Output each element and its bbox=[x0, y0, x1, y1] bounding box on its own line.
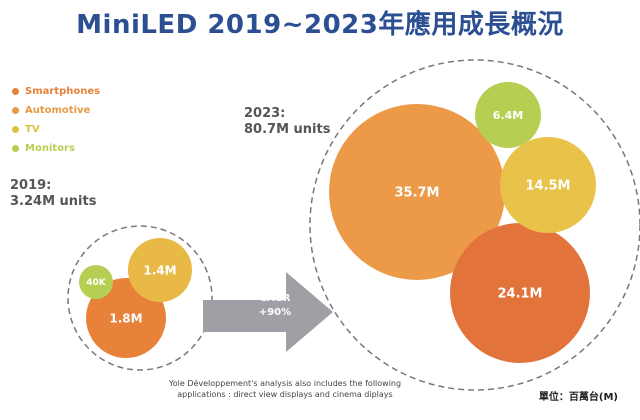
footnote-line2: applications : direct view displays and … bbox=[177, 390, 393, 399]
legend-dot-tv bbox=[12, 126, 19, 133]
legend-dot-smartphones bbox=[12, 88, 19, 95]
legend-label-automotive: Automotive bbox=[25, 105, 91, 116]
footnote-line1: Yole Développement's analysis also inclu… bbox=[168, 379, 402, 388]
bubble-label-2023-24-1m: 24.1M bbox=[497, 287, 542, 302]
group-year-2023: 2023: bbox=[244, 106, 286, 121]
legend-dot-automotive bbox=[12, 107, 19, 114]
bubble-label-2019-1-8m: 1.8M bbox=[109, 311, 142, 325]
bubble-2019-40k bbox=[79, 265, 113, 299]
growth-arrow bbox=[203, 272, 333, 352]
bubble-layer: 1.8M 1.4M 40K 35.7M 24.1M 14.5M 6.4M bbox=[79, 82, 596, 363]
unit-label: 單位：百萬台(M) bbox=[538, 392, 618, 403]
legend-item-smartphones: Smartphones bbox=[12, 82, 100, 101]
legend-label-monitors: Monitors bbox=[25, 143, 75, 154]
legend-item-monitors: Monitors bbox=[12, 139, 100, 158]
bubble-2023-6-4m bbox=[475, 82, 541, 148]
legend-dot-monitors bbox=[12, 145, 19, 152]
bubble-2023-35-7m bbox=[329, 104, 505, 280]
footnote: Yole Développement's analysis also inclu… bbox=[150, 378, 420, 400]
bubble-label-2023-6-4m: 6.4M bbox=[493, 109, 523, 122]
group-label-2019: 2019: 3.24M units bbox=[10, 178, 96, 210]
legend-label-smartphones: Smartphones bbox=[25, 86, 101, 97]
bubble-label-2023-14-5m: 14.5M bbox=[525, 179, 570, 194]
chart-title: MiniLED 2019~2023年應用成長概況 bbox=[76, 10, 564, 40]
bubble-2023-14-5m bbox=[500, 137, 596, 233]
group-total-2023: 80.7M units bbox=[244, 122, 331, 137]
bubble-2019-1-4m bbox=[128, 238, 192, 302]
group-outline-2019 bbox=[67, 225, 213, 371]
bubble-2023-24-1m bbox=[450, 223, 590, 363]
group-total-2019: 3.24M units bbox=[10, 194, 97, 209]
cagr-label-line1: CAGR bbox=[260, 293, 291, 304]
group-year-2019: 2019: bbox=[10, 178, 52, 193]
cagr-label-line2: +90% bbox=[259, 307, 291, 318]
group-label-2023: 2023: 80.7M units bbox=[244, 106, 330, 138]
bubble-label-2019-40k: 40K bbox=[86, 278, 107, 288]
legend-label-tv: TV bbox=[25, 124, 40, 135]
legend: Smartphones Automotive TV Monitors bbox=[12, 82, 100, 158]
bubble-label-2019-1-4m: 1.4M bbox=[143, 263, 176, 277]
bubble-label-2023-35-7m: 35.7M bbox=[394, 186, 439, 201]
legend-item-automotive: Automotive bbox=[12, 101, 100, 120]
legend-item-tv: TV bbox=[12, 120, 100, 139]
